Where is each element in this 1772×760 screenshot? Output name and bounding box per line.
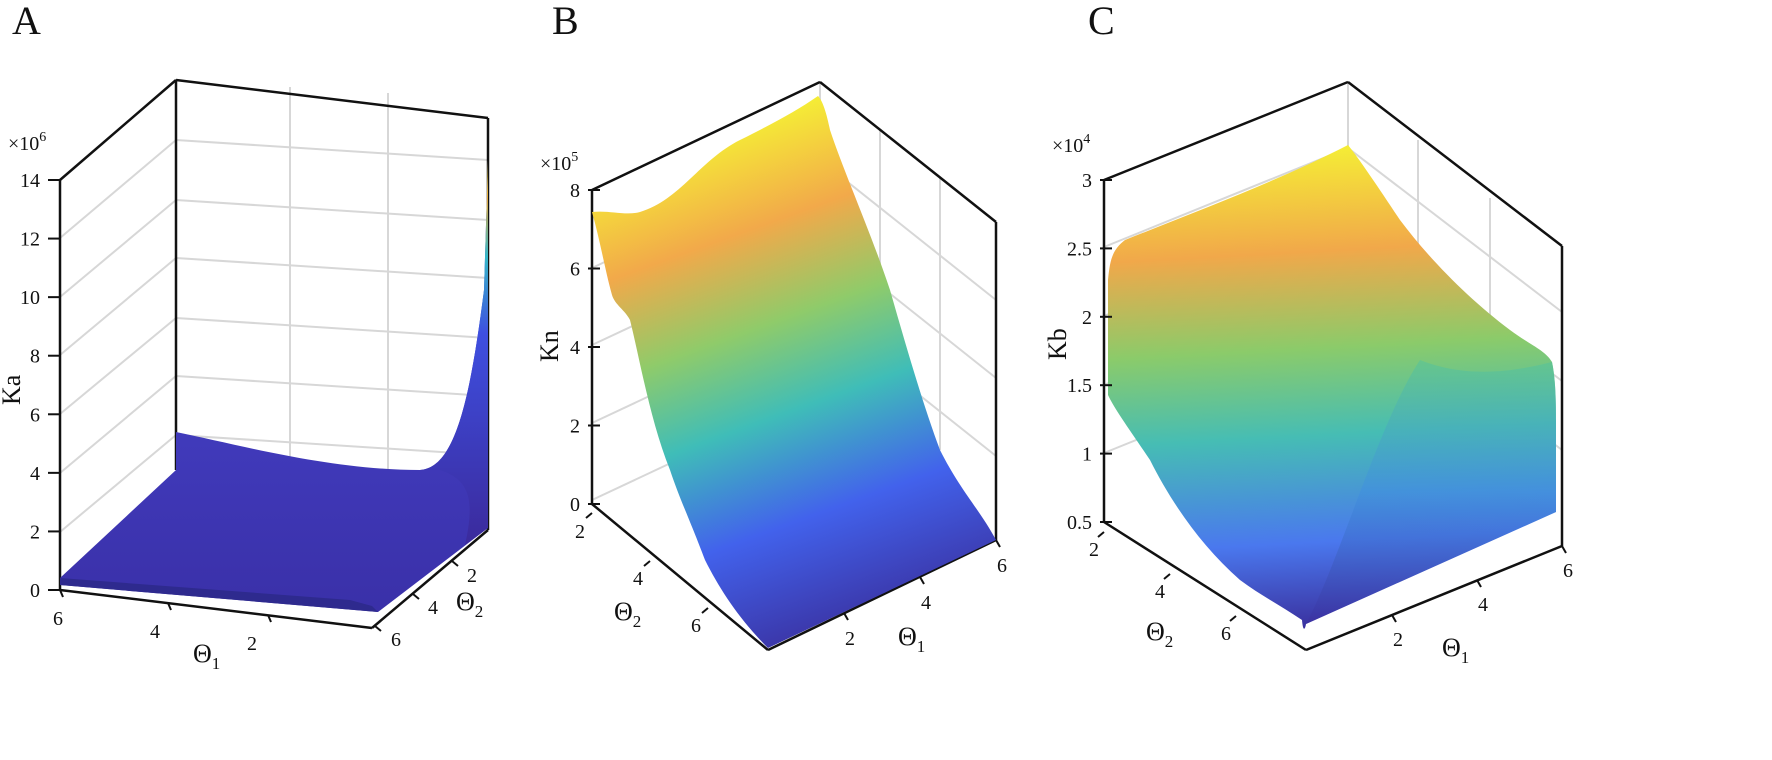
panel-a-theta2-tick-labels: 2 4 6: [391, 565, 477, 651]
panel-b-z-label: Kn: [535, 330, 564, 362]
panel-c-axes-box: [1102, 80, 1564, 652]
theta1-tick-label: 6: [1563, 560, 1573, 582]
theta1-tick-label: 4: [921, 592, 931, 614]
theta1-tick-label: 6: [997, 555, 1007, 577]
panel-a-gridlines: [59, 87, 489, 533]
panel-b-multiplier: ×105: [540, 150, 578, 175]
z-tick-label: 2: [1082, 307, 1092, 329]
panel-a-theta1-ticks: [59, 589, 272, 623]
panel-b-theta1-ticks: [843, 539, 1001, 621]
panel-c-theta1-tick-labels: 2 4 6: [1393, 560, 1573, 651]
panel-c-theta2-tick-labels: 2 4 6: [1089, 539, 1231, 645]
panel-a-z-label: Ka: [0, 374, 26, 405]
panel-letter-b: B: [552, 0, 579, 43]
panel-b-theta1-label: Θ1: [898, 622, 925, 656]
z-tick-label: 6: [30, 404, 40, 426]
panel-c-theta1-label: Θ1: [1442, 633, 1469, 667]
panel-a-theta2-label: Θ2: [456, 587, 483, 621]
z-tick-label: 0: [30, 580, 40, 602]
theta2-tick-label: 4: [428, 597, 438, 619]
z-tick-label: 12: [20, 229, 40, 251]
z-tick-label: 0.5: [1067, 512, 1092, 534]
panel-letter-a: A: [12, 0, 41, 43]
theta1-tick-label: 6: [53, 608, 63, 630]
panel-a: A: [0, 0, 490, 673]
z-tick-label: 2: [570, 416, 580, 438]
z-tick-label: 4: [30, 463, 40, 485]
z-tick-label: 8: [30, 346, 40, 368]
z-tick-label: 6: [570, 259, 580, 281]
panel-b-theta2-label: Θ2: [614, 597, 641, 631]
z-tick-label: 1: [1082, 444, 1092, 466]
panel-c-theta1-ticks: [1391, 545, 1567, 623]
theta2-tick-label: 4: [633, 568, 643, 590]
panel-a-z-tick-labels: 0 2 4 6 8 10 12 14: [20, 170, 60, 602]
z-tick-label: 8: [570, 180, 580, 202]
z-tick-label: 2.5: [1067, 238, 1092, 260]
theta1-tick-label: 2: [247, 633, 257, 655]
panel-c-surface: [1108, 145, 1556, 629]
panel-b-theta2-tick-labels: 2 4 6: [575, 521, 701, 637]
z-tick-label: 10: [20, 287, 40, 309]
theta1-tick-label: 4: [1478, 594, 1488, 616]
z-tick-label: 3: [1082, 170, 1092, 192]
panel-c: C ×104 0.5 1 1.5 2 2.5 3: [1043, 0, 1573, 667]
theta2-tick-label: 6: [691, 615, 701, 637]
z-tick-label: 1.5: [1067, 375, 1092, 397]
panel-a-multiplier: ×106: [8, 130, 46, 155]
panel-c-theta2-label: Θ2: [1146, 617, 1173, 651]
panel-c-z-tick-labels: 0.5 1 1.5 2 2.5 3: [1067, 170, 1112, 534]
theta1-tick-label: 4: [150, 621, 160, 643]
panel-b-z-ticks: ×105 0 2 4 6 8: [540, 150, 600, 516]
z-tick-label: 4: [570, 337, 580, 359]
panel-a-theta1-tick-labels: 6 4 2: [53, 608, 257, 655]
z-tick-label: 0: [570, 494, 580, 516]
panel-b-theta2-ticks: [585, 512, 709, 614]
z-tick-label: 14: [20, 170, 40, 192]
z-tick-label: 2: [30, 521, 40, 543]
panel-b-theta1-tick-labels: 2 4 6: [845, 555, 1007, 650]
panel-a-theta2-ticks: [374, 560, 459, 632]
theta2-tick-label: 2: [1089, 539, 1099, 561]
theta1-tick-label: 2: [845, 628, 855, 650]
panel-c-multiplier: ×104: [1052, 132, 1090, 157]
panel-c-z-label: Kb: [1043, 328, 1072, 360]
panel-a-z-ticks: ×106 0 2 4 6 8 10 12 14: [8, 130, 60, 602]
theta2-tick-label: 6: [391, 629, 401, 651]
theta2-tick-label: 2: [467, 565, 477, 587]
theta2-tick-label: 2: [575, 521, 585, 543]
theta2-tick-label: 6: [1221, 623, 1231, 645]
panel-c-z-ticks: ×104 0.5 1 1.5 2 2.5 3: [1052, 132, 1112, 534]
panel-b-surface: [592, 96, 996, 648]
panel-a-surface: [60, 160, 488, 612]
panel-a-theta1-label: Θ1: [193, 639, 220, 673]
theta2-tick-label: 4: [1155, 581, 1165, 603]
panel-c-theta2-ticks: [1097, 531, 1237, 622]
panel-b-z-tick-labels: 0 2 4 6 8: [570, 180, 600, 516]
panel-letter-c: C: [1088, 0, 1115, 43]
theta1-tick-label: 2: [1393, 629, 1403, 651]
